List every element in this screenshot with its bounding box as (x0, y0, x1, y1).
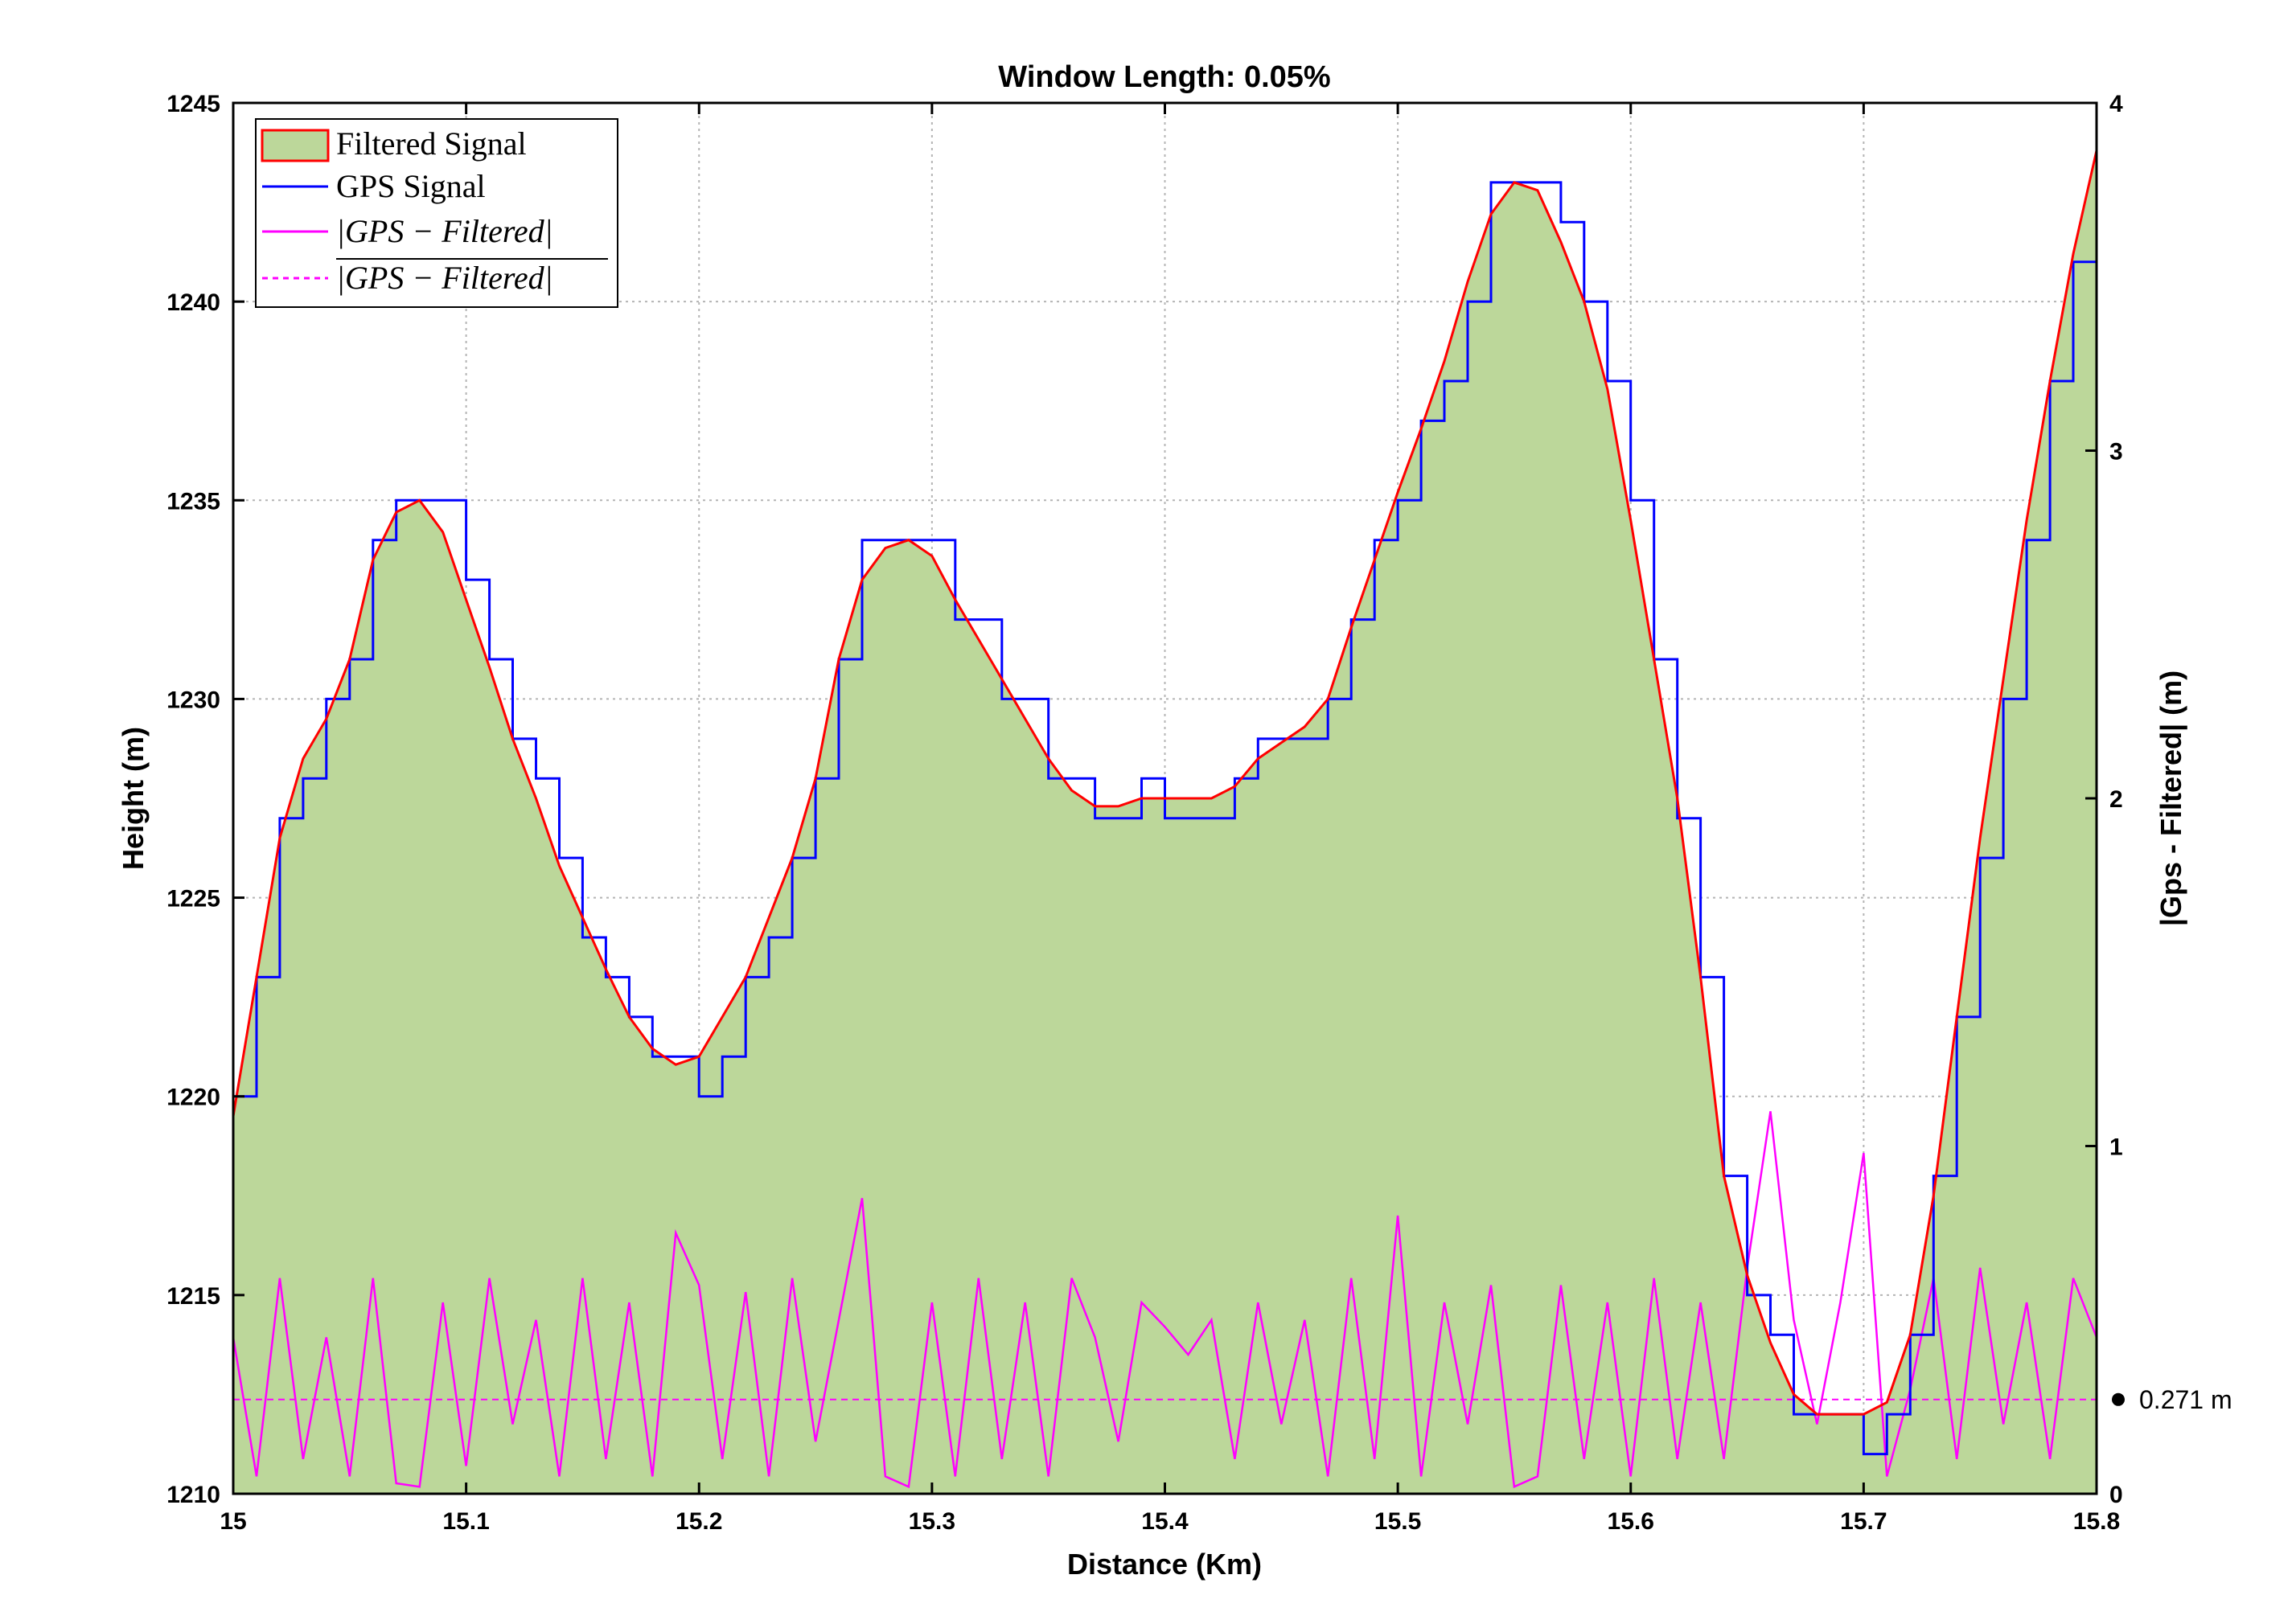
y-tick-label: 1245 (166, 91, 220, 117)
mean-annotation: 0.271 m (2112, 1385, 2232, 1414)
chart-title: Window Length: 0.05% (998, 60, 1330, 94)
gps-signal-line (233, 142, 2098, 1456)
y-tick-label: 1230 (166, 687, 220, 713)
axis-ticks: 15 15.1 15.2 15.3 15.4 15.5 15.6 15.7 15.8121012… (166, 91, 2123, 1535)
x-tick-label: 15.8 (2073, 1508, 2120, 1535)
x-tick-label: 15.4 (1141, 1508, 1189, 1535)
legend-label-gps: GPS Signal (336, 168, 486, 204)
error-line (232, 1111, 2098, 1489)
y2-tick-label: 2 (2109, 786, 2123, 813)
x-tick-label: 15 (220, 1508, 246, 1535)
y2-axis-title: |Gps - Filtered| (m) (2154, 671, 2188, 926)
y-tick-label: 1225 (166, 886, 220, 912)
y-tick-label: 1240 (166, 289, 220, 316)
legend: Filtered Signal GPS Signal |GPS − Filter… (255, 118, 618, 308)
y-axis-title: Height (m) (117, 727, 150, 870)
y2-tick-label: 4 (2109, 91, 2123, 117)
y2-tick-label: 1 (2109, 1134, 2123, 1161)
x-tick-label: 15.2 (676, 1508, 722, 1535)
x-tick-label: 15.7 (1840, 1508, 1887, 1535)
mean-marker (2112, 1392, 2125, 1406)
legend-label-filtered: Filtered Signal (336, 125, 527, 162)
x-axis-title: Distance (Km) (1067, 1548, 1262, 1581)
series-lines (232, 142, 2098, 1489)
y2-tick-label: 0 (2109, 1482, 2123, 1508)
legend-label-mean: |GPS − Filtered| (336, 260, 553, 296)
legend-swatch-filtered (261, 129, 330, 162)
y-tick-label: 1220 (166, 1085, 220, 1111)
y-tick-label: 1235 (166, 488, 220, 515)
y2-tick-label: 3 (2109, 439, 2123, 465)
filtered-signal-line (232, 150, 2098, 1416)
filtered-signal-area (233, 150, 2097, 1494)
filtered-signal-fill (233, 150, 2097, 1494)
x-tick-label: 15.1 (442, 1508, 489, 1535)
x-tick-label: 15.3 (909, 1508, 955, 1535)
legend-label-error: |GPS − Filtered| (336, 213, 553, 249)
mean-label: 0.271 m (2139, 1385, 2232, 1414)
y-tick-label: 1210 (166, 1482, 220, 1508)
x-tick-label: 15.6 (1608, 1508, 1654, 1535)
x-tick-label: 15.5 (1374, 1508, 1421, 1535)
y-tick-label: 1215 (166, 1283, 220, 1310)
